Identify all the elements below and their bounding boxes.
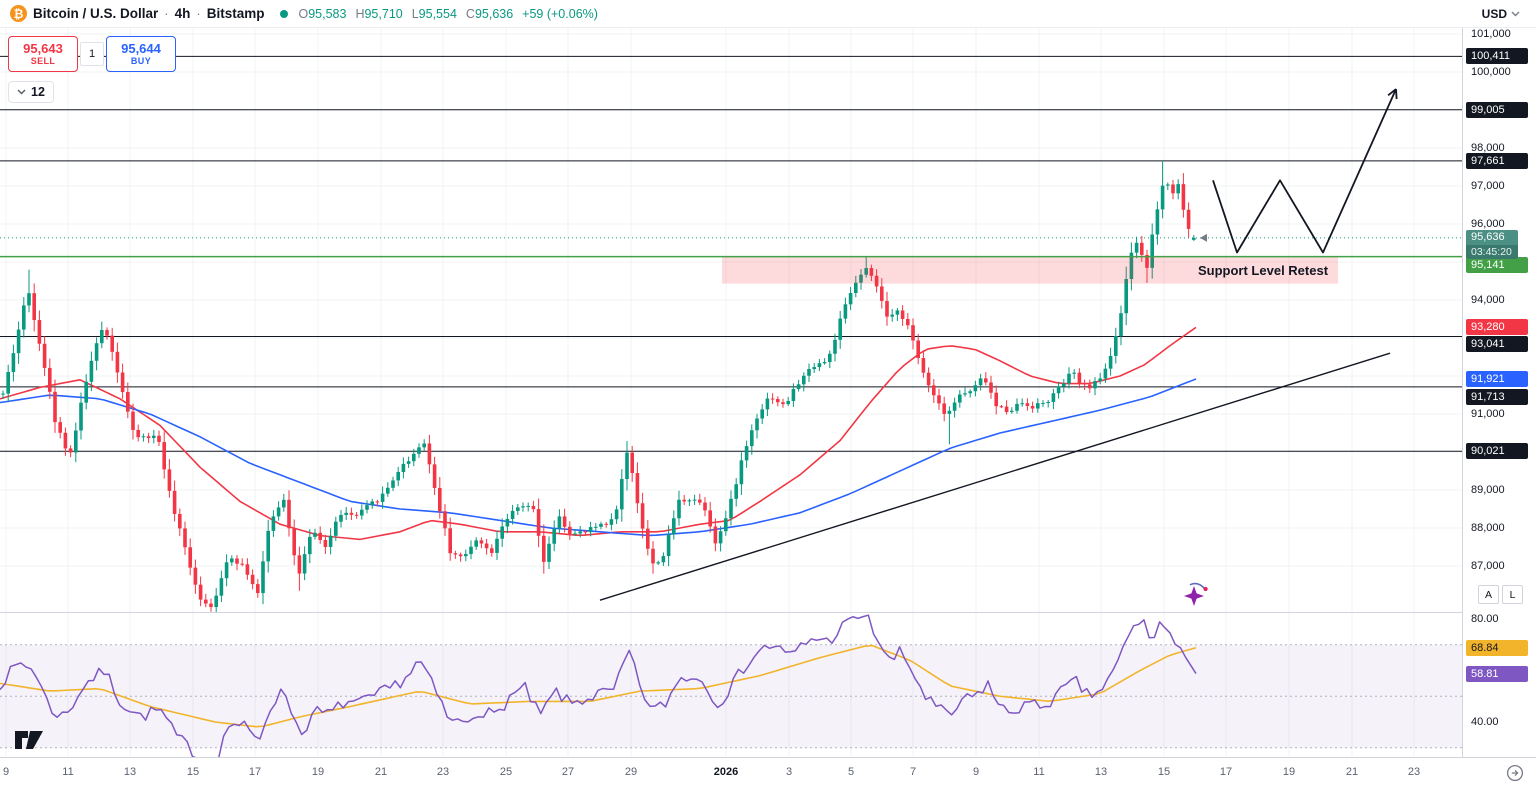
price-badge: 93,041 (1466, 336, 1528, 353)
high-value: 95,710 (364, 6, 403, 21)
price-tick: 97,000 (1471, 180, 1505, 192)
legend-collapse-button[interactable]: 12 (8, 81, 54, 103)
tradingview-logo-icon[interactable] (14, 727, 48, 758)
ohlc-readout: O95,583 H95,710 L95,554 C95,636 +59 (+0.… (298, 7, 597, 21)
price-tick: 88,000 (1471, 522, 1505, 534)
low-value: 95,554 (418, 6, 457, 21)
price-tick: 87,000 (1471, 560, 1505, 572)
exchange-name[interactable]: Bitstamp (206, 6, 265, 21)
time-label[interactable]: 2026 (713, 766, 739, 778)
close-value: 95,636 (474, 6, 514, 21)
currency-selector[interactable]: USD (1482, 7, 1526, 21)
time-label[interactable]: 9 (972, 766, 980, 778)
time-label[interactable]: 15 (186, 766, 200, 778)
price-badge: 91,713 (1466, 388, 1528, 405)
title-separator: · (164, 6, 169, 21)
time-label[interactable]: 13 (1094, 766, 1108, 778)
chevron-down-icon (17, 89, 26, 95)
legend-count: 12 (31, 85, 45, 99)
buy-button[interactable]: 95,644 BUY (106, 36, 176, 72)
auto-scale-button[interactable]: A (1478, 585, 1499, 604)
high-label: H (355, 6, 365, 21)
buy-price: 95,644 (121, 41, 161, 56)
price-badge: 90,021 (1466, 443, 1528, 460)
time-label[interactable]: 21 (1345, 766, 1359, 778)
time-label[interactable]: 29 (624, 766, 638, 778)
log-scale-button[interactable]: L (1502, 585, 1523, 604)
jump-to-realtime-icon[interactable] (1506, 764, 1524, 787)
price-badge: 99,005 (1466, 101, 1528, 118)
title-separator: · (196, 6, 201, 21)
sell-label: SELL (30, 56, 56, 66)
rsi-badge: 58.81 (1466, 665, 1528, 682)
price-tick: 98,000 (1471, 142, 1505, 154)
time-label[interactable]: 7 (909, 766, 917, 778)
time-label[interactable]: 17 (1219, 766, 1233, 778)
rsi-pane[interactable] (0, 612, 1462, 757)
time-label[interactable]: 19 (1282, 766, 1296, 778)
time-label[interactable]: 3 (785, 766, 793, 778)
price-badge: 91,921 (1466, 371, 1528, 387)
price-tick: 91,000 (1471, 408, 1505, 420)
price-tick: 101,000 (1471, 28, 1511, 40)
price-tick: 96,000 (1471, 218, 1505, 230)
price-badge: 95,141 (1466, 256, 1528, 273)
time-label[interactable]: 25 (499, 766, 513, 778)
price-badge: 97,661 (1466, 152, 1528, 169)
buy-label: BUY (130, 56, 152, 66)
price-tick: 94,000 (1471, 294, 1505, 306)
trade-widget: 95,643 SELL 1 95,644 BUY (8, 36, 176, 72)
price-pane[interactable] (0, 28, 1462, 612)
rsi-tick: 80.00 (1471, 613, 1499, 625)
time-label[interactable]: 13 (123, 766, 137, 778)
open-value: 95,583 (308, 6, 347, 21)
time-label[interactable]: 23 (436, 766, 450, 778)
support-zone-label[interactable]: Support Level Retest (1198, 263, 1329, 278)
rsi-badge: 68.84 (1466, 639, 1528, 656)
time-axis[interactable]: 9 11 13 15 17 19 21 23 25 27 29 2026 3 5 7 9 11 13 15 17 19 2… (0, 757, 1536, 789)
time-label[interactable]: 5 (847, 766, 855, 778)
time-label[interactable]: 17 (248, 766, 262, 778)
sell-button[interactable]: 95,643 SELL (8, 36, 78, 72)
sell-price: 95,643 (23, 41, 63, 56)
price-badge: 93,280 (1466, 319, 1528, 336)
time-label[interactable]: 9 (2, 766, 10, 778)
interval-selector[interactable]: 4h (174, 6, 191, 21)
market-status-dot (280, 9, 289, 18)
bitcoin-logo-icon: ₿ (10, 5, 27, 22)
close-label: C (465, 6, 475, 21)
chevron-down-icon (1511, 11, 1520, 16)
change-value: +59 (+0.06%) (522, 6, 598, 21)
time-label[interactable]: 27 (561, 766, 575, 778)
currency-label: USD (1481, 6, 1507, 21)
time-label[interactable]: 11 (1033, 766, 1045, 778)
price-tick: 89,000 (1471, 484, 1505, 496)
current-price-badge: 95,636 03:45:20 (1466, 229, 1518, 259)
price-badge: 100,411 (1466, 48, 1528, 65)
price-tick: 100,000 (1471, 66, 1511, 78)
time-label[interactable]: 23 (1407, 766, 1421, 778)
spread-value: 1 (80, 42, 104, 66)
time-label[interactable]: 19 (311, 766, 325, 778)
rsi-tick: 40.00 (1471, 716, 1499, 728)
top-toolbar: ₿ Bitcoin / U.S. Dollar · 4h · Bitstamp … (0, 0, 1536, 28)
price-axis[interactable]: 101,000 100,000 98,000 97,000 96,000 94,000 91… (1462, 28, 1536, 757)
ai-sparkle-icon[interactable] (1178, 580, 1212, 617)
time-label[interactable]: 21 (374, 766, 388, 778)
symbol-title[interactable]: Bitcoin / U.S. Dollar (33, 6, 159, 21)
time-label[interactable]: 15 (1157, 766, 1171, 778)
low-label: L (411, 6, 419, 21)
open-label: O (298, 6, 309, 21)
time-label[interactable]: 11 (62, 766, 74, 778)
